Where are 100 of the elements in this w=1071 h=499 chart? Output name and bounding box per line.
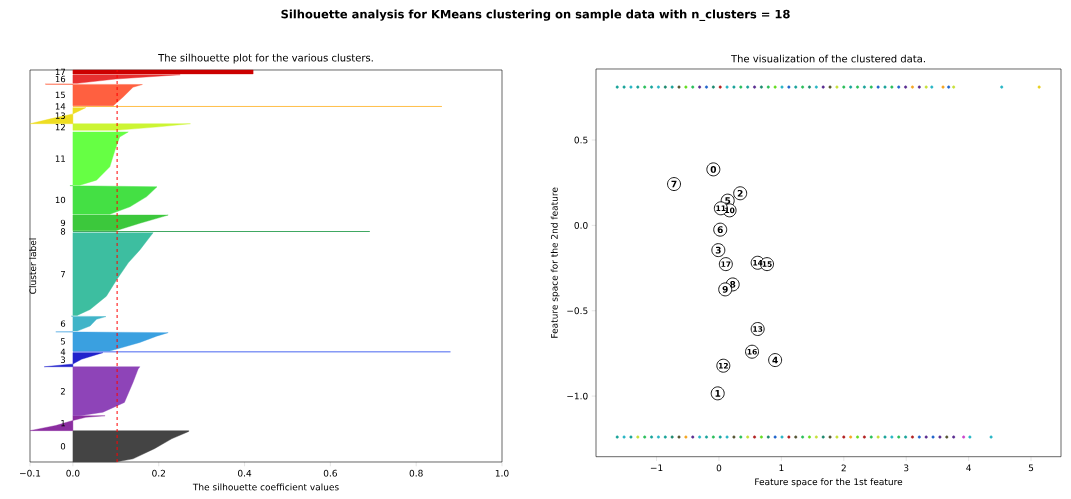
text: Silhouette analysis for KMeans clustering on sample data with n_clusters = 18 bbox=[281, 9, 790, 21]
point bbox=[890, 435, 894, 439]
point bbox=[897, 435, 901, 439]
point bbox=[746, 435, 750, 439]
point bbox=[897, 85, 901, 89]
point bbox=[814, 435, 818, 439]
point bbox=[794, 85, 798, 89]
point bbox=[636, 85, 640, 89]
x-tick-label: 1.0 bbox=[495, 469, 509, 477]
y-tick-label: −1.0 bbox=[567, 392, 588, 400]
point bbox=[910, 435, 914, 439]
point bbox=[766, 435, 770, 439]
series-label: 15 bbox=[55, 91, 65, 99]
series-label: 2 bbox=[60, 388, 65, 395]
point bbox=[773, 85, 777, 89]
annotation: 0 bbox=[710, 165, 717, 173]
point bbox=[883, 85, 887, 89]
x-tick-label: 0.4 bbox=[237, 469, 252, 477]
point bbox=[670, 435, 674, 439]
point bbox=[869, 85, 873, 89]
series-label: 12 bbox=[55, 123, 65, 131]
annotation: 5 bbox=[725, 197, 731, 204]
point bbox=[787, 435, 791, 439]
series-label: 10 bbox=[55, 196, 66, 204]
point bbox=[876, 435, 880, 439]
x-tick-label: 4 bbox=[966, 464, 971, 472]
point bbox=[828, 85, 832, 89]
point bbox=[989, 435, 993, 439]
point bbox=[910, 85, 914, 89]
point bbox=[759, 85, 763, 89]
point bbox=[684, 435, 688, 439]
point bbox=[670, 85, 674, 89]
point bbox=[904, 85, 908, 89]
x-tick-label: 0.0 bbox=[66, 469, 80, 477]
x-tick-label: 5 bbox=[1028, 464, 1034, 472]
point bbox=[947, 85, 951, 89]
point bbox=[952, 85, 956, 89]
point bbox=[835, 435, 839, 439]
y-axis-title: Cluster label bbox=[29, 238, 37, 294]
point bbox=[636, 435, 640, 439]
point bbox=[650, 85, 654, 89]
point bbox=[794, 435, 798, 439]
point bbox=[787, 85, 791, 89]
point bbox=[711, 435, 715, 439]
point bbox=[691, 85, 695, 89]
series-label: 0 bbox=[60, 443, 66, 450]
x-axis-title: Feature space for the 1st feature bbox=[755, 478, 903, 487]
point bbox=[917, 435, 921, 439]
point bbox=[801, 435, 805, 439]
point bbox=[725, 435, 729, 439]
series-label: 6 bbox=[60, 320, 66, 327]
point bbox=[924, 85, 928, 89]
point bbox=[941, 85, 945, 89]
point bbox=[780, 435, 784, 439]
y-tick-label: 0.5 bbox=[574, 136, 588, 144]
y-axis-title: Feature space for the 2nd feature bbox=[550, 187, 560, 338]
point bbox=[876, 85, 880, 89]
x-tick-label: 0.8 bbox=[409, 469, 423, 477]
point bbox=[862, 435, 866, 439]
point bbox=[656, 435, 660, 439]
point bbox=[698, 85, 702, 89]
series-label: 16 bbox=[55, 75, 66, 83]
point bbox=[753, 435, 757, 439]
annotation: 4 bbox=[772, 356, 778, 364]
point bbox=[643, 435, 647, 439]
point bbox=[821, 85, 825, 89]
annotation: 1 bbox=[715, 390, 721, 397]
chart-title: The visualization of the clustered data. bbox=[730, 54, 925, 63]
series-label: 11 bbox=[55, 155, 65, 162]
series-label: 4 bbox=[60, 348, 66, 355]
x-tick-label: −0.1 bbox=[20, 469, 41, 477]
point bbox=[773, 435, 777, 439]
x-tick-label: 0 bbox=[716, 464, 722, 472]
point bbox=[766, 85, 770, 89]
series-label: 9 bbox=[60, 219, 66, 227]
point bbox=[962, 435, 966, 439]
y-tick-label: 0.0 bbox=[574, 221, 588, 229]
point bbox=[835, 85, 839, 89]
point bbox=[718, 85, 722, 89]
series-label: 8 bbox=[60, 228, 66, 235]
point bbox=[842, 435, 846, 439]
point bbox=[890, 85, 894, 89]
point bbox=[732, 435, 736, 439]
point bbox=[643, 85, 647, 89]
point bbox=[739, 435, 743, 439]
annotation: 9 bbox=[722, 286, 728, 293]
chart-title: The silhouette plot for the various clusters. bbox=[158, 53, 373, 64]
point bbox=[732, 85, 736, 89]
point bbox=[663, 85, 667, 89]
point bbox=[842, 85, 846, 89]
point bbox=[622, 85, 626, 89]
point bbox=[684, 85, 688, 89]
point bbox=[917, 85, 921, 89]
point bbox=[924, 435, 928, 439]
annotation: 6 bbox=[717, 226, 723, 234]
point bbox=[931, 435, 935, 439]
point bbox=[807, 85, 811, 89]
point bbox=[615, 85, 619, 89]
point bbox=[801, 85, 805, 89]
series-label: 1 bbox=[61, 420, 65, 427]
